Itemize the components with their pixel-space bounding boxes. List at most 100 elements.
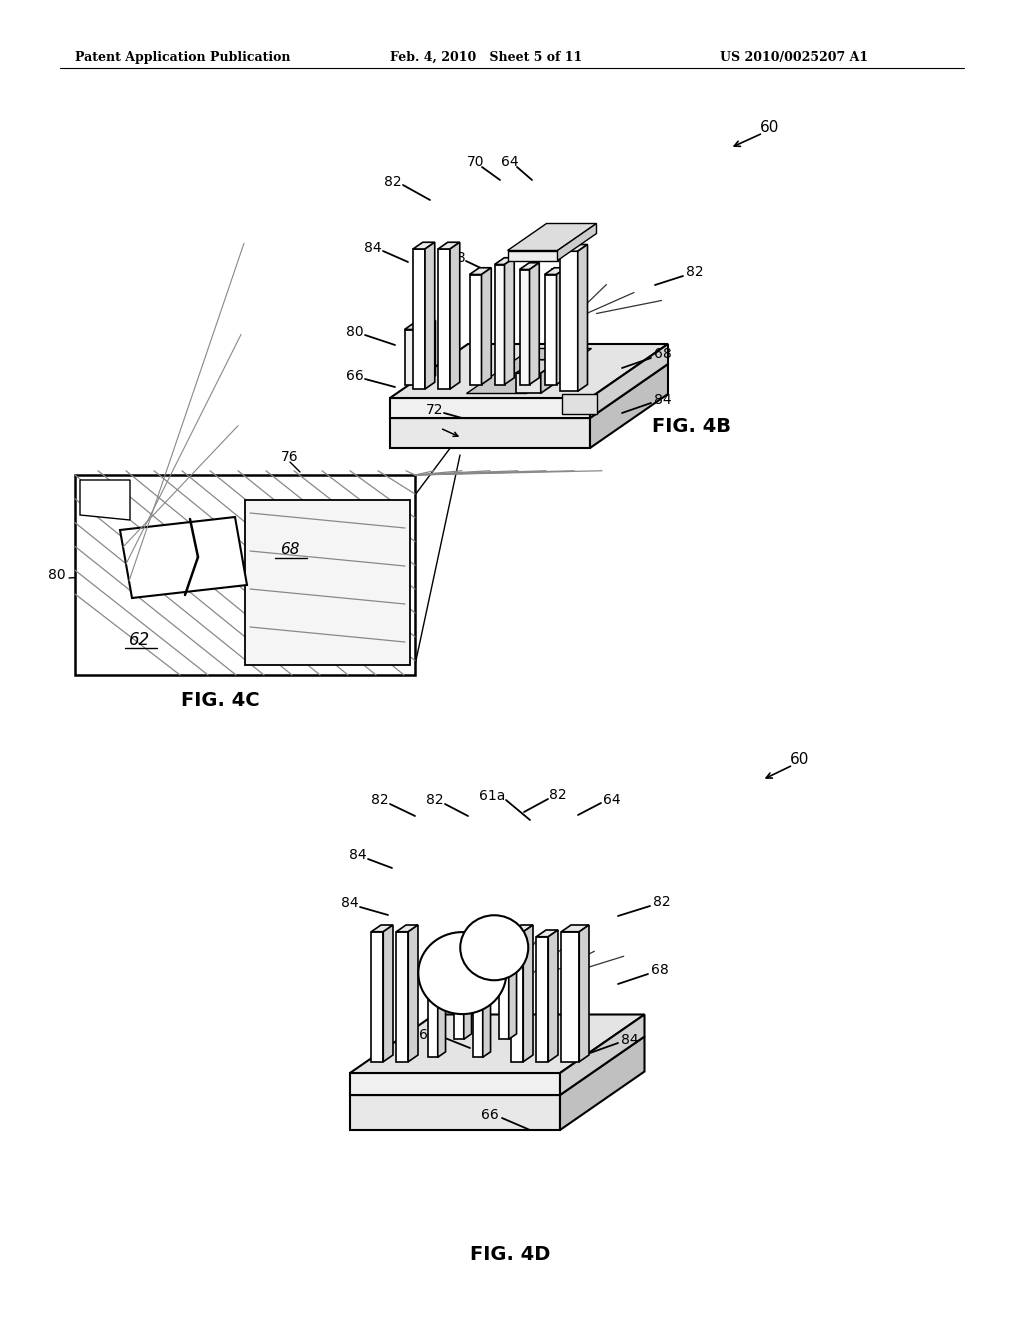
Polygon shape xyxy=(390,399,590,418)
Polygon shape xyxy=(437,952,445,1057)
Text: 68: 68 xyxy=(651,964,669,977)
Polygon shape xyxy=(428,952,445,957)
Text: Feb. 4, 2010   Sheet 5 of 11: Feb. 4, 2010 Sheet 5 of 11 xyxy=(390,50,583,63)
Text: 84: 84 xyxy=(349,847,367,862)
Polygon shape xyxy=(560,251,578,391)
Text: FIG. 4B: FIG. 4B xyxy=(652,417,731,437)
Polygon shape xyxy=(537,931,558,937)
Text: Patent Application Publication: Patent Application Publication xyxy=(75,50,291,63)
Polygon shape xyxy=(390,345,668,399)
Polygon shape xyxy=(413,243,435,249)
Polygon shape xyxy=(511,932,523,1061)
Text: US 2010/0025207 A1: US 2010/0025207 A1 xyxy=(720,50,868,63)
Text: 60: 60 xyxy=(760,120,779,136)
Polygon shape xyxy=(350,1015,644,1073)
Polygon shape xyxy=(404,321,435,330)
Text: 82: 82 xyxy=(384,176,401,189)
Polygon shape xyxy=(438,243,460,249)
Polygon shape xyxy=(580,925,589,1061)
Text: 66: 66 xyxy=(481,1107,499,1122)
Text: 82: 82 xyxy=(653,895,671,909)
Text: 84: 84 xyxy=(341,896,358,909)
Text: 82: 82 xyxy=(426,793,443,807)
Polygon shape xyxy=(548,931,558,1061)
Polygon shape xyxy=(438,249,450,389)
Ellipse shape xyxy=(418,932,506,1014)
Polygon shape xyxy=(245,500,410,665)
Polygon shape xyxy=(467,348,592,393)
Polygon shape xyxy=(404,330,423,384)
Text: FIG. 4C: FIG. 4C xyxy=(180,690,259,710)
Text: 80: 80 xyxy=(346,325,364,339)
Polygon shape xyxy=(454,940,464,1039)
Polygon shape xyxy=(482,946,490,1057)
Polygon shape xyxy=(499,929,516,935)
Polygon shape xyxy=(350,1096,560,1130)
Polygon shape xyxy=(454,933,471,940)
Polygon shape xyxy=(561,925,589,932)
Polygon shape xyxy=(425,243,435,389)
Polygon shape xyxy=(423,321,435,384)
Polygon shape xyxy=(464,933,471,1039)
Text: 61b: 61b xyxy=(419,1028,445,1041)
Polygon shape xyxy=(495,264,505,384)
Polygon shape xyxy=(469,268,492,275)
Polygon shape xyxy=(481,268,492,384)
Polygon shape xyxy=(473,946,490,952)
Ellipse shape xyxy=(460,915,528,981)
Text: FIG. 4D: FIG. 4D xyxy=(470,1246,550,1265)
Text: 70: 70 xyxy=(467,154,484,169)
Polygon shape xyxy=(516,360,560,374)
Polygon shape xyxy=(372,932,383,1061)
Text: 78: 78 xyxy=(450,251,467,265)
Polygon shape xyxy=(350,1036,644,1096)
Polygon shape xyxy=(396,932,409,1061)
Text: 68: 68 xyxy=(654,347,672,360)
Text: 76: 76 xyxy=(282,450,299,465)
Polygon shape xyxy=(469,275,481,384)
Polygon shape xyxy=(383,925,393,1061)
Polygon shape xyxy=(545,275,556,384)
Polygon shape xyxy=(508,251,557,260)
Polygon shape xyxy=(120,517,247,598)
Polygon shape xyxy=(590,364,668,447)
Text: 64: 64 xyxy=(501,154,519,169)
Polygon shape xyxy=(80,480,130,520)
Text: 82: 82 xyxy=(686,265,703,279)
Polygon shape xyxy=(516,374,541,393)
Polygon shape xyxy=(428,957,437,1057)
Polygon shape xyxy=(560,1015,644,1096)
Text: 82: 82 xyxy=(371,793,389,807)
Polygon shape xyxy=(556,268,566,384)
Polygon shape xyxy=(505,257,514,384)
Text: 72: 72 xyxy=(426,403,443,417)
Polygon shape xyxy=(519,269,529,384)
Polygon shape xyxy=(519,263,540,269)
Polygon shape xyxy=(561,393,597,413)
Text: 80: 80 xyxy=(48,568,66,582)
Polygon shape xyxy=(523,925,534,1061)
Text: 84: 84 xyxy=(622,1034,639,1047)
Polygon shape xyxy=(541,360,560,393)
Polygon shape xyxy=(557,223,597,260)
Text: 84: 84 xyxy=(365,242,382,255)
Polygon shape xyxy=(509,929,516,1039)
Polygon shape xyxy=(409,925,418,1061)
Polygon shape xyxy=(75,475,415,675)
Text: 60: 60 xyxy=(791,752,810,767)
Polygon shape xyxy=(560,1036,644,1130)
Polygon shape xyxy=(372,925,393,932)
Text: 64: 64 xyxy=(603,793,621,807)
Polygon shape xyxy=(499,935,509,1039)
Polygon shape xyxy=(390,418,590,447)
Text: 76: 76 xyxy=(138,488,156,502)
Polygon shape xyxy=(390,364,668,418)
Polygon shape xyxy=(578,244,588,391)
Polygon shape xyxy=(590,345,668,418)
Polygon shape xyxy=(495,257,514,264)
Polygon shape xyxy=(529,263,540,384)
Polygon shape xyxy=(560,244,588,251)
Text: 84: 84 xyxy=(654,393,672,407)
Polygon shape xyxy=(561,932,580,1061)
Polygon shape xyxy=(450,243,460,389)
